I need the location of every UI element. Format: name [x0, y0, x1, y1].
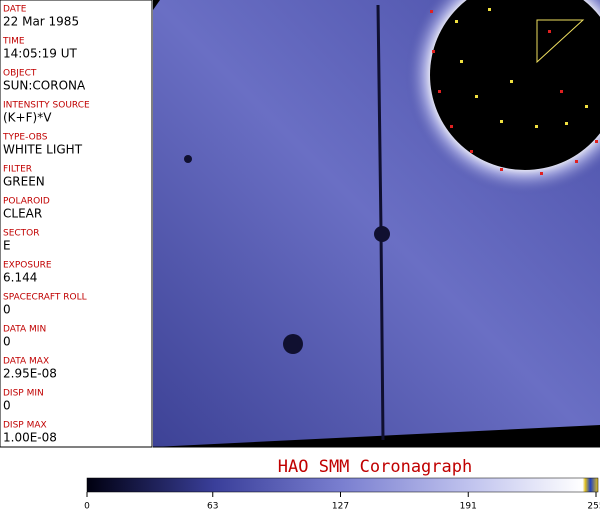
occulter-dot — [470, 150, 473, 153]
field-label: SECTOR — [3, 229, 40, 239]
field-value: GREEN — [3, 175, 45, 189]
field-label: EXPOSURE — [3, 261, 52, 271]
field-value: 2.95E-08 — [3, 367, 57, 381]
occulter-dot — [475, 95, 478, 98]
field-label: OBJECT — [3, 69, 37, 79]
occulter-dot — [585, 105, 588, 108]
field-value: 1.00E-08 — [3, 431, 57, 445]
field-value: 0 — [3, 399, 11, 413]
occulter-dot — [540, 172, 543, 175]
occulter-dot — [560, 90, 563, 93]
dark-spot — [283, 334, 303, 354]
occulter-dot — [430, 10, 433, 13]
colorbar-tick-label: 63 — [207, 502, 218, 512]
field-label: SPACECRAFT ROLL — [3, 293, 87, 303]
occulter-dot — [432, 50, 435, 53]
occulter-dot — [500, 120, 503, 123]
field-label: TYPE-OBS — [2, 133, 48, 143]
field-value: (K+F)*V — [3, 111, 52, 125]
occulter-dot — [488, 8, 491, 11]
occulter-dot — [460, 60, 463, 63]
occulter-dot — [565, 122, 568, 125]
field-value: 14:05:19 UT — [3, 47, 77, 61]
field-label: DATA MAX — [3, 357, 49, 367]
field-label: TIME — [2, 37, 25, 47]
occulter-dot — [500, 168, 503, 171]
dark-spot — [184, 155, 192, 163]
colorbar-tick-label: 0 — [84, 502, 90, 512]
occulter-dot — [450, 125, 453, 128]
occulter-dot — [548, 30, 551, 33]
field-label: INTENSITY SOURCE — [3, 101, 90, 111]
occulter-dot — [575, 160, 578, 163]
colorbar-tick-label: 191 — [460, 502, 477, 512]
field-value: WHITE LIGHT — [3, 143, 83, 157]
occulter-dot — [595, 140, 598, 143]
info-panel — [0, 0, 153, 448]
field-label: POLAROID — [3, 197, 50, 207]
field-value: SUN:CORONA — [3, 79, 86, 93]
occulter-dot — [535, 125, 538, 128]
field-label: DATE — [3, 5, 27, 15]
field-value: 6.144 — [3, 271, 37, 285]
image-title: HAO SMM Coronagraph — [278, 457, 472, 477]
colorbar — [86, 477, 599, 493]
colorbar-tick-label: 255 — [587, 502, 600, 512]
field-value: 22 Mar 1985 — [3, 15, 79, 29]
dark-spot — [374, 226, 390, 242]
orientation-marker — [536, 19, 585, 64]
field-label: DISP MIN — [3, 389, 44, 399]
occulter-dot — [438, 90, 441, 93]
occulter — [430, 0, 600, 170]
occulter-dot — [455, 20, 458, 23]
field-label: DISP MAX — [3, 421, 47, 431]
field-value: 0 — [3, 335, 11, 349]
field-value: 0 — [3, 303, 11, 317]
colorbar-tick-label: 127 — [332, 502, 349, 512]
occulter-dot — [510, 80, 513, 83]
field-value: CLEAR — [3, 207, 42, 221]
field-label: FILTER — [3, 165, 32, 175]
field-label: DATA MIN — [3, 325, 46, 335]
field-value: E — [3, 239, 11, 253]
